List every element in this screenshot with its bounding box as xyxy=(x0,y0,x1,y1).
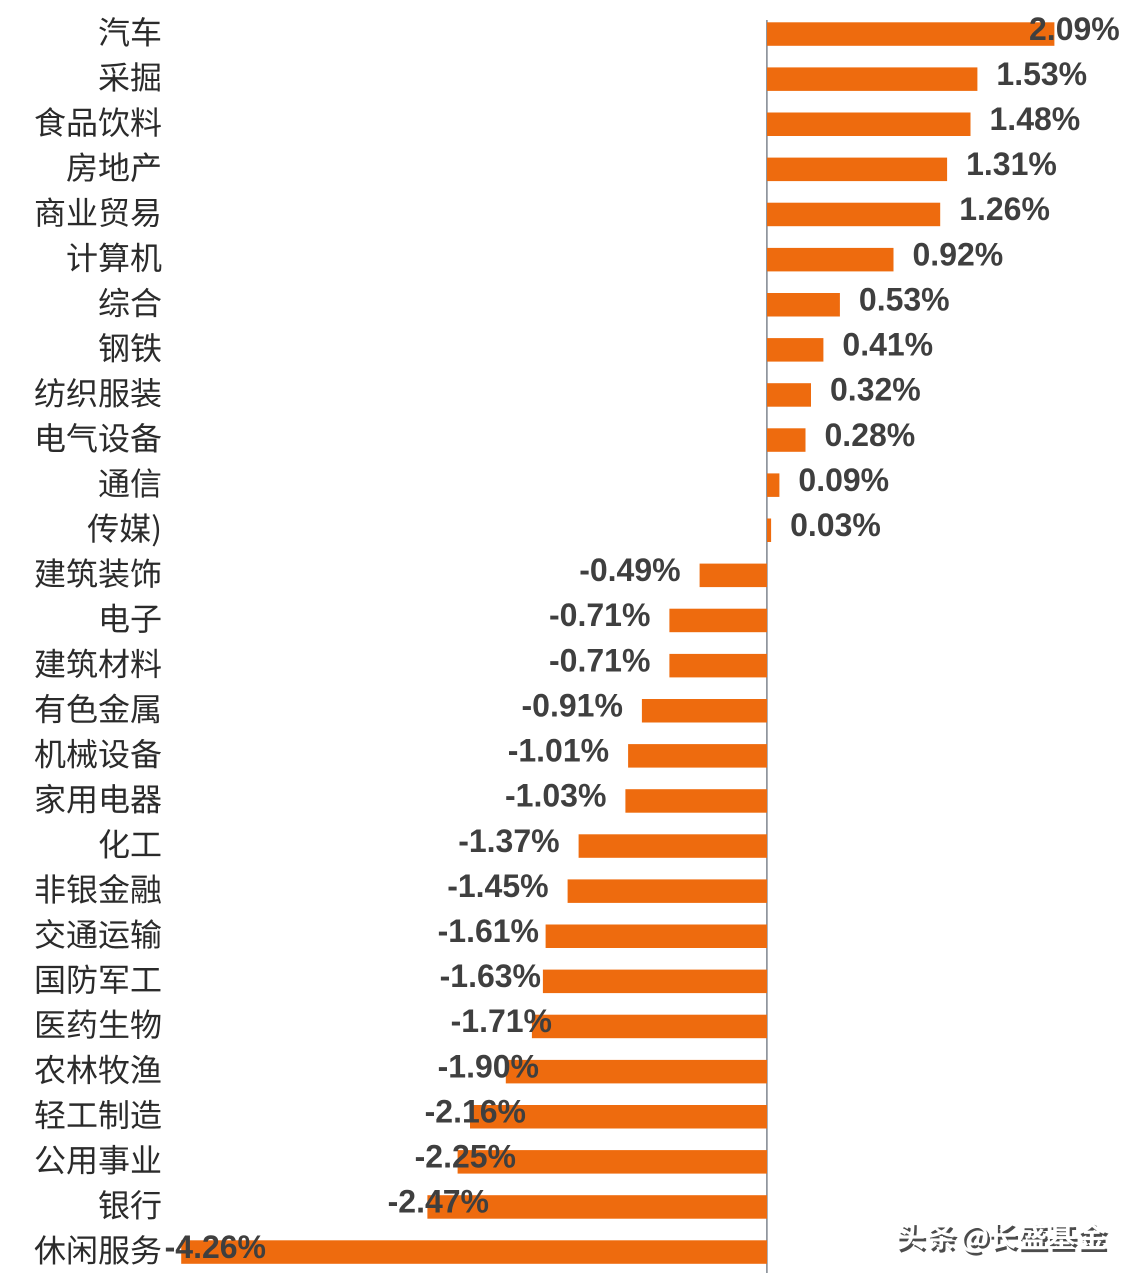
svg-text:0.28%: 0.28% xyxy=(825,417,916,453)
svg-text:-2.16%: -2.16% xyxy=(425,1094,526,1130)
svg-text:-1.61%: -1.61% xyxy=(438,913,539,949)
svg-text:-0.71%: -0.71% xyxy=(549,642,650,678)
svg-text:2.09%: 2.09% xyxy=(1029,11,1120,47)
svg-text:-1.71%: -1.71% xyxy=(451,1003,552,1039)
svg-text:0.03%: 0.03% xyxy=(790,507,881,543)
svg-text:0.41%: 0.41% xyxy=(842,327,933,363)
svg-text:0.92%: 0.92% xyxy=(913,236,1004,272)
svg-text:0.53%: 0.53% xyxy=(859,282,950,318)
svg-text:-1.90%: -1.90% xyxy=(438,1048,539,1084)
svg-text:1.53%: 1.53% xyxy=(996,56,1087,92)
svg-text:-0.91%: -0.91% xyxy=(522,688,623,724)
svg-text:-4.26%: -4.26% xyxy=(165,1229,266,1265)
svg-text:0.32%: 0.32% xyxy=(830,372,921,408)
svg-text:-2.25%: -2.25% xyxy=(415,1139,516,1175)
svg-text:1.48%: 1.48% xyxy=(990,101,1081,137)
svg-text:1.31%: 1.31% xyxy=(966,146,1057,182)
svg-text:1.26%: 1.26% xyxy=(959,191,1050,227)
svg-text:-2.47%: -2.47% xyxy=(388,1184,489,1220)
svg-text:-1.37%: -1.37% xyxy=(458,823,559,859)
svg-text:-1.03%: -1.03% xyxy=(505,778,606,814)
svg-text:-1.45%: -1.45% xyxy=(447,868,548,904)
svg-text:-1.01%: -1.01% xyxy=(508,733,609,769)
svg-text:0.09%: 0.09% xyxy=(798,462,889,498)
svg-text:-1.63%: -1.63% xyxy=(440,958,541,994)
svg-text:-0.49%: -0.49% xyxy=(579,552,680,588)
svg-text:-0.71%: -0.71% xyxy=(549,597,650,633)
